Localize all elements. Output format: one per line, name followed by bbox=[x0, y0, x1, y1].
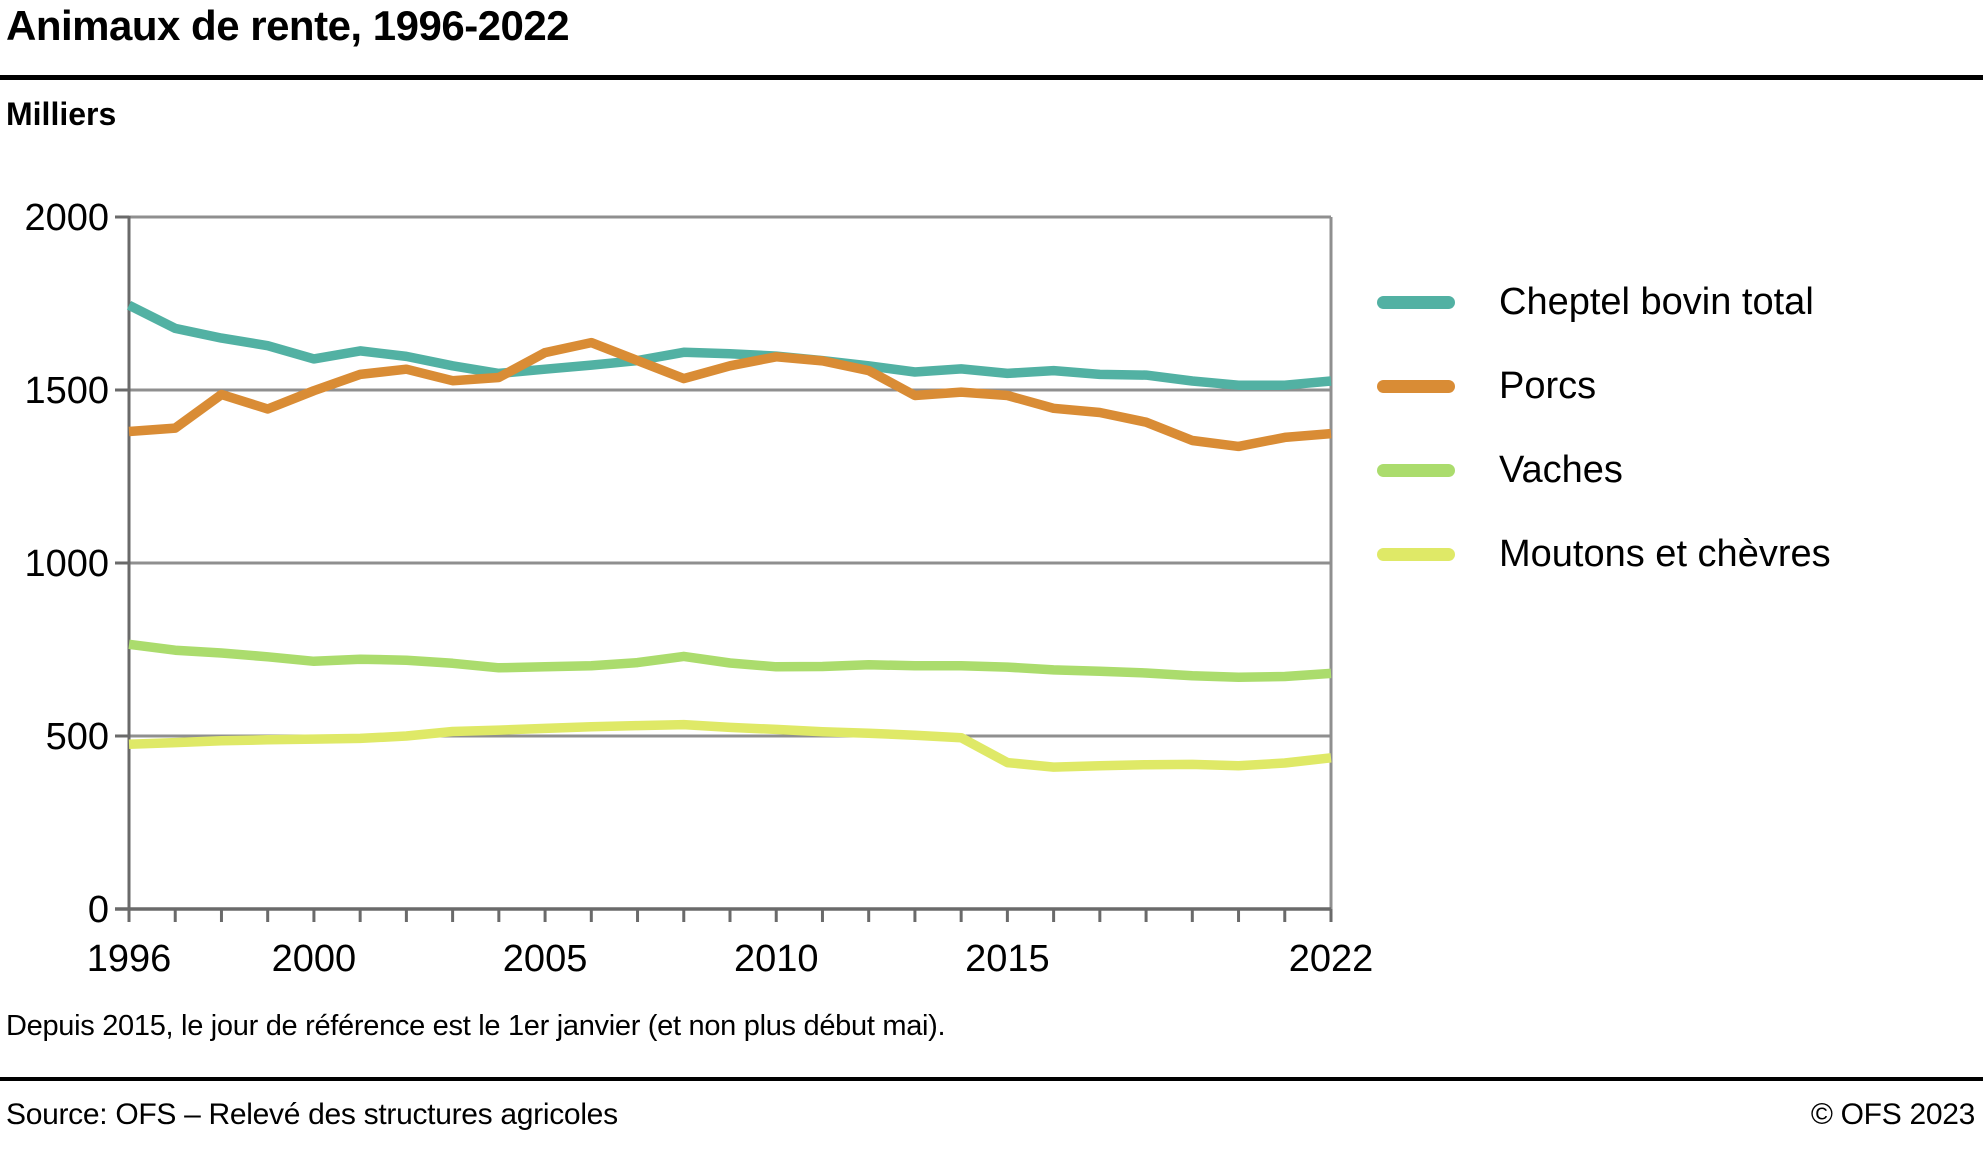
y-tick-label-1000: 1000 bbox=[24, 543, 109, 585]
legend-item-moutons-et-chevres: Moutons et chèvres bbox=[1377, 512, 1831, 596]
legend-swatch-cheptel-bovin-total bbox=[1377, 295, 1455, 309]
legend-label-porcs: Porcs bbox=[1499, 364, 1597, 407]
footer-divider-rule bbox=[0, 1077, 1983, 1081]
livestock-line-chart: 0 500 1000 1500 2000 1996 2000 2005 2010 2015 2022 bbox=[24, 197, 1374, 980]
title-divider-rule bbox=[0, 75, 1983, 80]
legend-swatch-vaches bbox=[1377, 463, 1455, 477]
x-tick-label-1996: 1996 bbox=[87, 938, 172, 980]
chart-footnote: Depuis 2015, le jour de référence est le… bbox=[6, 1010, 946, 1042]
x-tick-label-2022: 2022 bbox=[1289, 938, 1374, 980]
page-title: Animaux de rente, 1996-2022 bbox=[6, 2, 570, 49]
series-line-moutons-et-chevres bbox=[128, 719, 1332, 772]
y-axis-unit-label: Milliers bbox=[6, 96, 117, 132]
legend-label-vaches: Vaches bbox=[1499, 448, 1623, 491]
x-tick-label-2005: 2005 bbox=[503, 938, 588, 980]
source-row: Source: OFS – Relevé des structures agri… bbox=[6, 1098, 1975, 1132]
y-tick-label-500: 500 bbox=[46, 716, 109, 758]
series-line-vaches bbox=[128, 639, 1332, 682]
source-text: Source: OFS – Relevé des structures agri… bbox=[6, 1098, 618, 1131]
copyright-text: © OFS 2023 bbox=[1810, 1098, 1975, 1131]
series-line-cheptel-bovin-total bbox=[126, 300, 1332, 390]
y-tick-label-0: 0 bbox=[88, 889, 109, 931]
x-tick-label-2010: 2010 bbox=[734, 938, 819, 980]
legend-item-porcs: Porcs bbox=[1377, 344, 1831, 428]
legend-label-cheptel-bovin-total: Cheptel bovin total bbox=[1499, 280, 1814, 323]
legend-label-moutons-et-chevres: Moutons et chèvres bbox=[1499, 532, 1831, 575]
y-tick-label-2000: 2000 bbox=[24, 197, 109, 239]
series-line-porcs bbox=[128, 337, 1332, 452]
legend-item-cheptel-bovin-total: Cheptel bovin total bbox=[1377, 260, 1831, 344]
legend-item-vaches: Vaches bbox=[1377, 428, 1831, 512]
legend-swatch-moutons-et-chevres bbox=[1377, 547, 1455, 561]
x-tick-label-2015: 2015 bbox=[965, 938, 1050, 980]
x-tick-label-2000: 2000 bbox=[272, 938, 357, 980]
chart-legend: Cheptel bovin total Porcs Vaches Moutons et… bbox=[1377, 260, 1831, 596]
legend-swatch-porcs bbox=[1377, 379, 1455, 393]
y-tick-label-1500: 1500 bbox=[24, 370, 109, 412]
